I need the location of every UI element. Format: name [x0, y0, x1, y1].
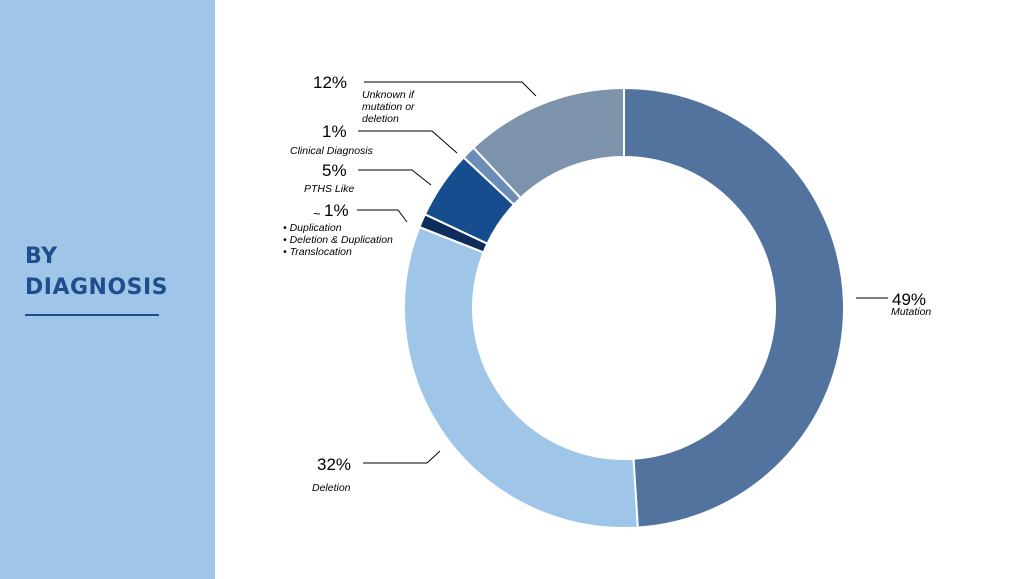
slice-deletion	[403, 225, 639, 529]
mutation-name-label: Mutation	[891, 306, 931, 318]
sidebar-panel: BY DIAGNOSIS	[0, 0, 215, 579]
deletion-name-label: Deletion	[312, 482, 351, 494]
other-pct-label: 1%	[324, 201, 349, 220]
leader-lines	[357, 81, 888, 464]
other-item-duplication: • Duplication	[283, 222, 342, 234]
other-item-deletion-duplication: • Deletion & Duplication	[283, 234, 393, 246]
unknown-name-line-2: mutation or	[362, 101, 415, 113]
pths-name-label: PTHS Like	[304, 183, 354, 195]
section-title: BY DIAGNOSIS	[25, 241, 168, 303]
pths-pct-label: 5%	[322, 161, 347, 180]
unknown-name-line-3: deletion	[362, 113, 399, 125]
leader-line-pths	[358, 169, 432, 186]
leader-line-other	[357, 209, 408, 223]
clinical-pct-label: 1%	[322, 122, 347, 141]
slice-mutation	[623, 86, 846, 529]
section-title-line-2: DIAGNOSIS	[25, 275, 169, 300]
title-underline	[25, 314, 159, 316]
other-approx-prefix: ~	[313, 206, 321, 221]
unknown-pct-label: 12%	[313, 73, 347, 92]
section-title-line-1: BY	[25, 244, 58, 269]
leader-line-unknown	[364, 81, 537, 97]
other-item-translocation: • Translocation	[283, 246, 352, 258]
deletion-pct-label: 32%	[317, 455, 351, 474]
leader-line-clinical	[358, 130, 458, 154]
clinical-name-label: Clinical Diagnosis	[290, 145, 374, 157]
leader-line-deletion	[363, 450, 441, 464]
unknown-name-line-1: Unknown if	[362, 89, 415, 101]
slice-unknown	[471, 86, 625, 200]
mutation-pct-label: 49%	[892, 290, 926, 309]
donut-slices	[403, 86, 846, 529]
